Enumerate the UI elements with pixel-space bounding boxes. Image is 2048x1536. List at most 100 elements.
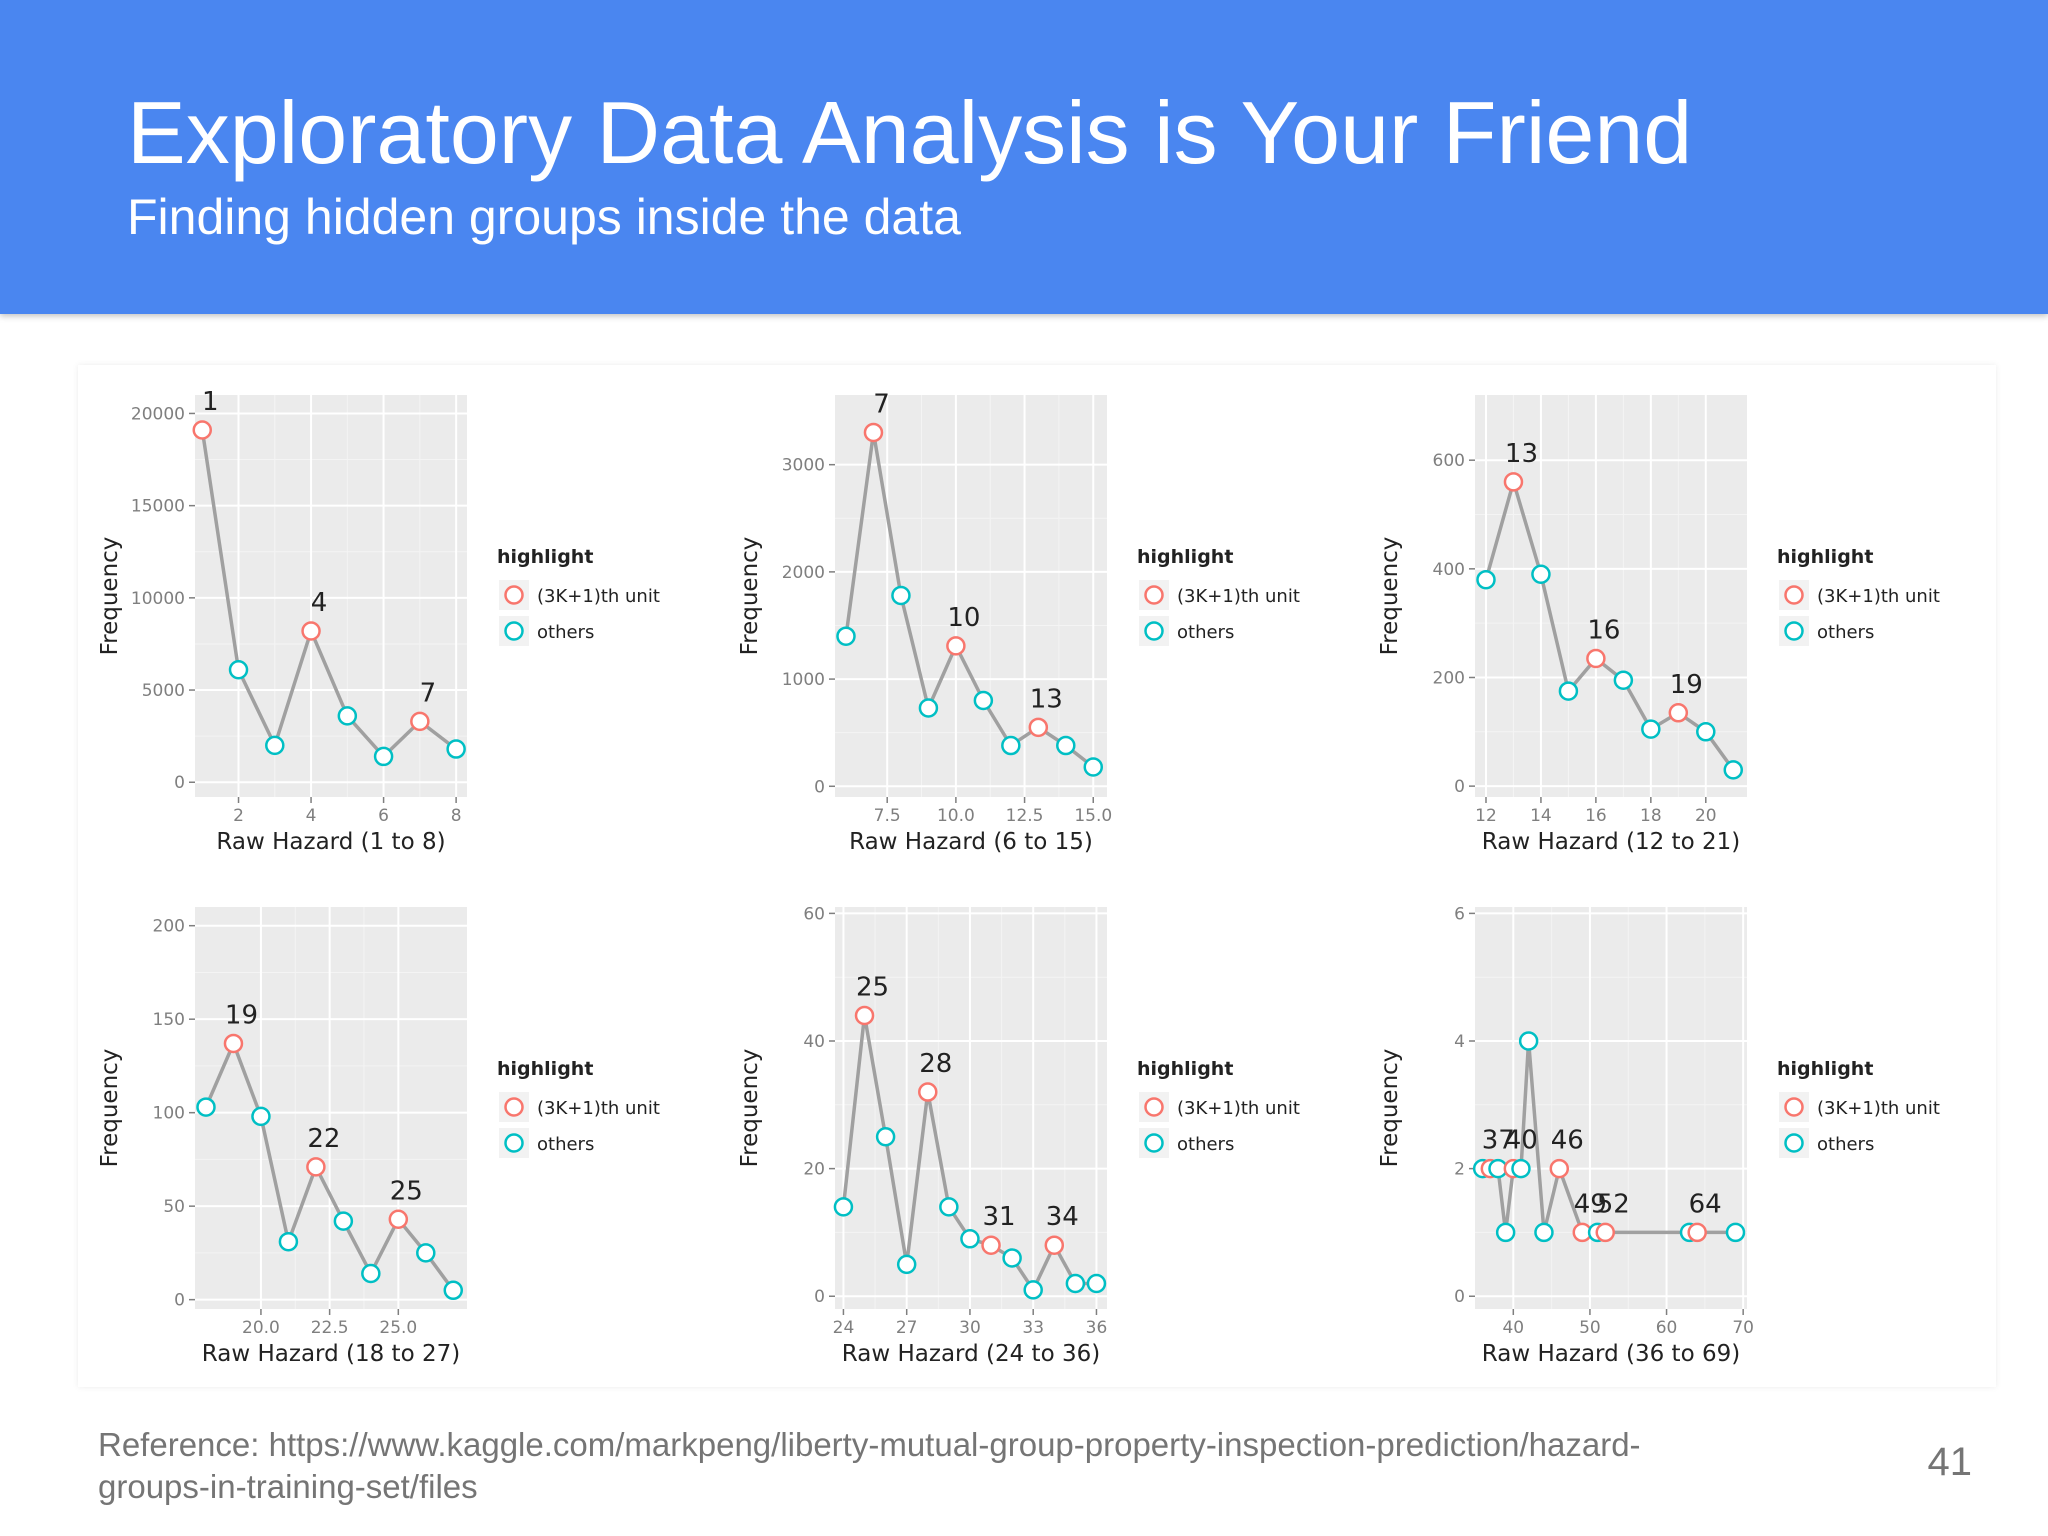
y-tick-label: 0 <box>814 1287 825 1307</box>
highlight-point <box>1595 1222 1616 1243</box>
y-axis-title: Frequency <box>737 1049 763 1168</box>
point-label: 25 <box>856 972 889 1002</box>
highlight-point <box>223 1033 244 1054</box>
series-line <box>1484 480 1735 771</box>
highlight-point <box>1687 1222 1707 1243</box>
others-point <box>918 698 939 718</box>
point-label: 37 <box>1482 1126 1515 1156</box>
legend-others-key <box>1144 1133 1164 1153</box>
point-label: 64 <box>1689 1189 1722 1219</box>
point-label: 25 <box>390 1176 423 1206</box>
chart-5: 0 20 40 60 24 27 30 33 36 Raw Hazard (24 to 36) Fr… <box>737 904 1300 1367</box>
x-tick-label: 20.0 <box>242 1318 280 1338</box>
legend-others-key <box>504 1133 524 1153</box>
point-label: 10 <box>947 603 980 633</box>
legend-others-label: others <box>1177 1134 1234 1155</box>
x-tick-label: 70 <box>1732 1318 1754 1338</box>
chart-4: 0 50 100 150 200 20.0 22.5 25.0 Raw Hazard (18 t… <box>97 907 660 1367</box>
legend-others-label: others <box>537 1134 594 1155</box>
highlight-point <box>1028 717 1049 738</box>
others-point <box>1531 564 1551 585</box>
point-label: 7 <box>873 390 890 420</box>
point-label: 13 <box>1030 684 1063 714</box>
chart-panel: 0 5000 10000 15000 20000 2 4 6 8 Raw Hazard (1 to… <box>78 365 1996 1387</box>
x-tick-label: 30 <box>959 1318 981 1338</box>
x-tick-label: 25.0 <box>379 1318 417 1338</box>
legend-highlight-label: (3K+1)th unit <box>1817 586 1940 607</box>
slide-header: Exploratory Data Analysis is Your Friend… <box>0 0 2048 314</box>
chart-2: 0 1000 2000 3000 7.5 10.0 12.5 15.0 Raw Hazard (… <box>737 390 1300 855</box>
legend-title: highlight <box>1777 1058 1873 1080</box>
y-tick-label: 2 <box>1454 1160 1465 1180</box>
others-point <box>1696 722 1716 742</box>
x-tick-label: 7.5 <box>874 806 901 826</box>
point-label: 46 <box>1551 1126 1584 1156</box>
legend-highlight-label: (3K+1)th unit <box>1177 1098 1300 1119</box>
legend-others-label: others <box>1817 1134 1874 1155</box>
highlight-point <box>192 420 213 440</box>
others-point <box>1476 569 1496 590</box>
point-label: 28 <box>919 1049 952 1079</box>
highlight-point <box>1044 1235 1065 1255</box>
legend: highlight (3K+1)th unit others <box>1777 1058 1940 1158</box>
point-label: 52 <box>1597 1189 1630 1219</box>
x-axis-title: Raw Hazard (12 to 21) <box>1482 829 1740 855</box>
y-tick-label: 0 <box>814 777 825 797</box>
x-tick-label: 22.5 <box>311 1318 349 1338</box>
highlight-point <box>301 621 321 641</box>
y-tick-label: 600 <box>1433 451 1465 471</box>
others-point <box>1001 735 1021 756</box>
chart-1: 0 5000 10000 15000 20000 2 4 6 8 Raw Hazard (1 to… <box>97 387 660 855</box>
x-tick-label: 6 <box>378 806 389 826</box>
plot-background <box>835 907 1107 1309</box>
others-point <box>891 585 911 606</box>
y-tick-label: 200 <box>153 917 185 937</box>
legend-highlight-label: (3K+1)th unit <box>1817 1098 1940 1119</box>
others-point <box>1558 681 1579 701</box>
point-label: 40 <box>1505 1126 1538 1156</box>
point-label: 4 <box>311 588 328 618</box>
others-point <box>278 1231 299 1252</box>
highlight-point <box>946 636 966 656</box>
others-point <box>1511 1158 1531 1179</box>
others-point <box>1534 1222 1554 1243</box>
x-tick-label: 18 <box>1640 806 1662 826</box>
series-line <box>844 430 1095 769</box>
x-tick-label: 8 <box>451 806 462 826</box>
others-point <box>1725 1222 1746 1243</box>
others-point <box>875 1126 896 1147</box>
slide-subtitle: Finding hidden groups inside the data <box>127 189 961 245</box>
x-tick-label: 15.0 <box>1074 806 1112 826</box>
point-label: 16 <box>1587 615 1620 645</box>
legend: highlight (3K+1)th unit others <box>497 546 660 646</box>
x-tick-label: 12.5 <box>1006 806 1044 826</box>
legend-title: highlight <box>1777 546 1873 568</box>
y-axis-title: Frequency <box>97 1049 123 1168</box>
y-axis-title: Frequency <box>737 537 763 656</box>
point-label: 7 <box>420 678 437 708</box>
others-point <box>1723 760 1744 780</box>
others-point <box>1613 670 1634 690</box>
legend-others-key <box>1784 1133 1804 1153</box>
plot-background <box>195 395 467 797</box>
others-point <box>833 1197 854 1217</box>
highlight-point <box>388 1209 409 1230</box>
series-line <box>204 1041 455 1292</box>
others-point <box>1083 757 1104 777</box>
x-tick-label: 14 <box>1530 806 1552 826</box>
point-label: 13 <box>1505 439 1538 469</box>
legend-highlight-key <box>504 1097 524 1117</box>
others-point <box>939 1197 959 1217</box>
legend-highlight-key <box>504 585 524 605</box>
y-tick-label: 20 <box>803 1160 825 1180</box>
others-point <box>836 626 856 646</box>
others-point <box>1086 1273 1107 1294</box>
point-label: 19 <box>1670 670 1703 700</box>
y-tick-label: 400 <box>1433 560 1465 580</box>
slide-title: Exploratory Data Analysis is Your Friend <box>127 83 1693 182</box>
legend-title: highlight <box>497 1058 593 1080</box>
legend-highlight-key <box>1144 585 1164 605</box>
reference-text: Reference: https://www.kaggle.com/markpe… <box>98 1426 1641 1505</box>
